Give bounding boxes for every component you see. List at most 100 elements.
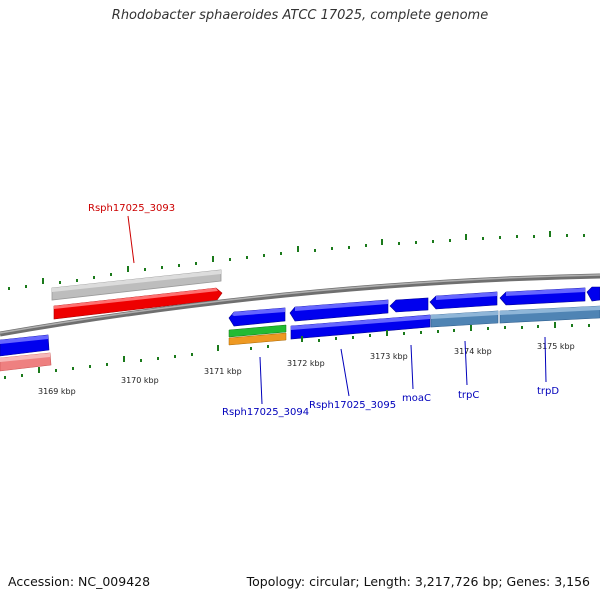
gene-highlight	[0, 353, 50, 362]
inner-tick	[267, 345, 269, 348]
tick-label-3173: 3173 kbp	[370, 352, 408, 361]
inner-tick	[403, 332, 405, 335]
inner-tick	[106, 363, 108, 366]
gene-label-rsph17025-3095[interactable]: Rsph17025_3095	[309, 400, 396, 411]
gene-highlight	[431, 311, 498, 319]
outer-tick	[398, 242, 400, 245]
outer-tick-row	[8, 231, 585, 290]
outer-tick	[499, 236, 501, 239]
inner-tick	[521, 326, 523, 329]
outer-tick	[415, 241, 417, 244]
outer-tick	[566, 234, 568, 237]
inner-tick	[140, 359, 142, 362]
outer-tick	[331, 247, 333, 250]
outer-tick	[348, 246, 350, 249]
genome-summary-label: Topology: circular; Length: 3,217,726 bp…	[246, 574, 590, 589]
gene-label-trpd[interactable]: trpD	[537, 386, 559, 397]
outer-tick	[381, 239, 383, 245]
gene-highlight	[54, 288, 218, 309]
outer-tick	[465, 234, 467, 240]
outer-tick	[516, 235, 518, 238]
inner-tick-row	[4, 322, 590, 379]
outer-tick	[25, 285, 27, 288]
outer-tick	[212, 256, 214, 262]
gene-label-rsph17025-3094[interactable]: Rsph17025_3094	[222, 407, 309, 418]
outer-tick	[110, 273, 112, 276]
outer-tick	[42, 278, 44, 284]
outer-tick	[127, 266, 129, 272]
genome-backbone-highlight	[0, 274, 600, 334]
inner-tick	[453, 329, 455, 332]
inner-tick	[571, 324, 573, 327]
tick-label-3174: 3174 kbp	[454, 347, 492, 356]
inner-tick	[174, 355, 176, 358]
gene-highlight	[232, 308, 285, 316]
tick-label-3175: 3175 kbp	[537, 342, 575, 351]
outer-tick	[549, 231, 551, 237]
outer-tick	[280, 252, 282, 255]
gene-highlight	[436, 292, 497, 300]
tick-label-3172: 3172 kbp	[287, 359, 325, 368]
inner-tick	[250, 347, 252, 350]
tick-label-3170: 3170 kbp	[121, 376, 159, 385]
inner-tick	[537, 325, 539, 328]
inner-tick	[157, 357, 159, 360]
label-leader-rsph17025-3095	[340, 348, 350, 397]
label-leader-trpd	[544, 336, 547, 383]
outer-tick	[144, 268, 146, 271]
outer-tick	[8, 287, 10, 290]
inner-tick	[301, 336, 303, 342]
inner-tick	[123, 356, 125, 362]
inner-tick	[369, 334, 371, 337]
label-leader-rsph17025-3094	[259, 356, 263, 405]
gene-label-trpc[interactable]: trpC	[458, 390, 479, 401]
inner-tick	[487, 327, 489, 330]
outer-tick	[246, 256, 248, 259]
tick-label-3169: 3169 kbp	[38, 387, 76, 396]
outer-tick	[583, 234, 585, 237]
outer-tick	[93, 276, 95, 279]
gene-label-moac[interactable]: moaC	[402, 393, 431, 404]
inner-tick	[4, 376, 6, 379]
inner-tick	[38, 367, 40, 373]
inner-tick	[191, 353, 193, 356]
inner-tick	[217, 345, 219, 351]
outer-tick	[178, 264, 180, 267]
orange-feature-bar[interactable]	[228, 332, 287, 346]
outer-tick	[432, 240, 434, 243]
outer-tick	[297, 246, 299, 252]
outer-tick	[161, 266, 163, 269]
gene-highlight	[500, 306, 600, 315]
tick-label-3171: 3171 kbp	[204, 367, 242, 376]
outer-tick	[76, 279, 78, 282]
inner-tick	[335, 337, 337, 340]
inner-tick	[21, 374, 23, 377]
inner-tick	[318, 339, 320, 342]
gene-highlight	[506, 288, 585, 296]
outer-tick	[533, 235, 535, 238]
inner-tick	[470, 325, 472, 331]
inner-tick	[420, 331, 422, 334]
gene-arrow-reverse-2[interactable]	[389, 297, 429, 313]
label-leader-moac	[410, 344, 414, 390]
outer-tick	[229, 258, 231, 261]
gene-label-rsph17025-3093[interactable]: Rsph17025_3093	[88, 203, 175, 214]
green-feature-bar[interactable]	[228, 324, 287, 338]
label-leader-rsph17025-3093	[127, 215, 135, 264]
map-title: Rhodobacter sphaeroides ATCC 17025, comp…	[111, 8, 489, 23]
accession-label: Accession: NC_009428	[8, 574, 151, 589]
inner-tick	[352, 336, 354, 339]
inner-tick	[55, 369, 57, 372]
gene-arrow-reverse-5[interactable]	[586, 286, 600, 302]
outer-tick	[263, 254, 265, 257]
label-leader-trpc	[464, 340, 468, 386]
outer-tick	[314, 249, 316, 252]
outer-tick	[449, 239, 451, 242]
gene-highlight	[0, 335, 48, 344]
inner-tick	[437, 330, 439, 333]
inner-tick	[504, 326, 506, 329]
inner-tick	[588, 324, 590, 327]
grey-feature-highlight	[52, 270, 221, 292]
